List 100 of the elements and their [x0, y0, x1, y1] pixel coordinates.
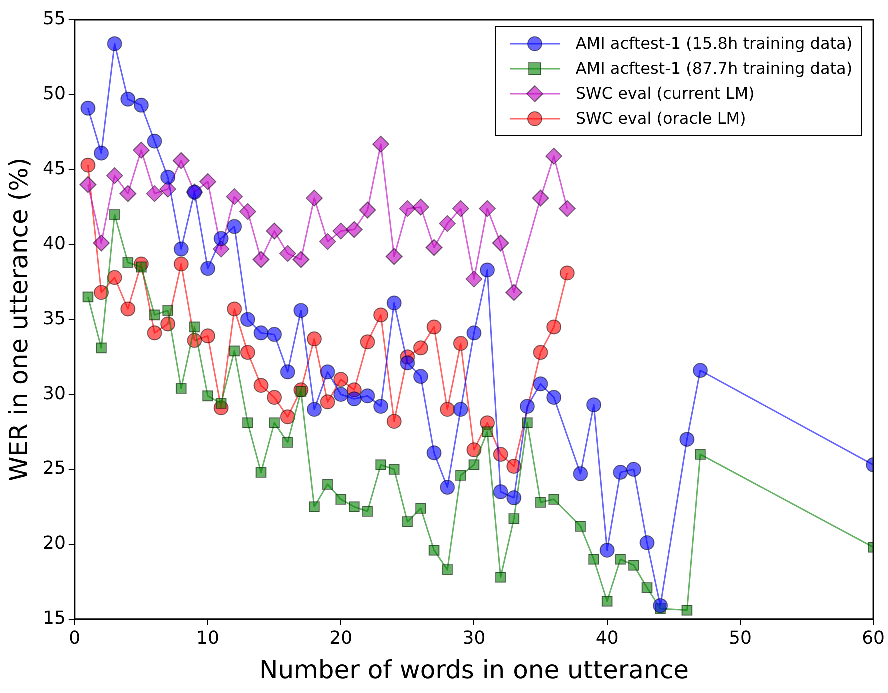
point — [573, 466, 588, 482]
point — [254, 326, 269, 341]
point — [535, 497, 546, 508]
point — [120, 185, 137, 202]
point — [334, 387, 349, 402]
point — [292, 251, 310, 268]
point — [120, 92, 136, 107]
point — [267, 327, 282, 342]
x-tick-label: 0 — [69, 628, 81, 649]
point — [269, 418, 280, 429]
point — [602, 596, 613, 607]
point — [346, 221, 363, 238]
point — [229, 346, 240, 357]
point — [279, 245, 296, 262]
point — [200, 173, 217, 190]
x-tick-label: 60 — [862, 628, 885, 649]
point — [174, 242, 189, 257]
point — [372, 136, 390, 153]
point — [613, 465, 628, 480]
point — [96, 342, 107, 354]
point — [374, 308, 389, 323]
point — [202, 390, 214, 402]
point — [575, 521, 586, 532]
point — [558, 200, 576, 218]
point — [546, 390, 562, 406]
point — [495, 572, 506, 583]
point — [242, 418, 254, 429]
point — [376, 460, 386, 471]
point — [226, 188, 244, 206]
point — [532, 190, 550, 207]
point — [560, 266, 575, 281]
point — [439, 215, 456, 232]
point — [628, 560, 640, 571]
point — [412, 198, 430, 216]
y-tick-label: 45 — [43, 158, 66, 180]
point — [266, 222, 284, 240]
y-tick-label: 15 — [43, 608, 66, 630]
point — [320, 364, 336, 380]
y-tick-label: 20 — [43, 533, 66, 554]
point — [336, 494, 347, 505]
point — [586, 398, 602, 413]
point — [120, 302, 136, 317]
point — [107, 36, 122, 52]
point — [548, 494, 560, 505]
point — [440, 402, 456, 418]
point — [468, 460, 480, 471]
point — [374, 399, 389, 414]
point — [334, 372, 349, 388]
point — [600, 542, 615, 558]
point — [200, 261, 216, 276]
point — [307, 402, 322, 418]
legend-label: SWC eval (current LM) — [576, 84, 755, 103]
point — [332, 222, 350, 240]
point — [227, 219, 242, 234]
legend-label: SWC eval (oracle LM) — [576, 109, 746, 128]
point — [322, 479, 334, 490]
legend-label: AMI acftest-1 (87.7h training data) — [576, 59, 853, 78]
point — [642, 582, 653, 594]
point — [386, 248, 403, 266]
point — [147, 134, 162, 149]
point — [240, 345, 256, 360]
point — [252, 251, 270, 268]
point — [94, 285, 110, 300]
point — [508, 514, 520, 524]
point — [533, 376, 548, 392]
point — [466, 270, 483, 288]
point — [360, 334, 376, 350]
point — [319, 233, 336, 250]
y-tick-label: 40 — [43, 233, 66, 254]
point — [452, 200, 470, 218]
point — [588, 554, 600, 565]
point — [82, 292, 94, 303]
point — [426, 239, 443, 256]
point — [309, 502, 320, 512]
point — [362, 506, 374, 517]
point — [386, 296, 402, 311]
point — [307, 332, 322, 347]
point — [482, 426, 493, 438]
point — [122, 257, 134, 268]
point — [546, 148, 563, 165]
y-tick-label: 35 — [43, 308, 66, 330]
point — [239, 203, 256, 220]
point — [280, 364, 296, 380]
point — [294, 303, 309, 318]
point — [134, 98, 149, 113]
x-tick-label: 40 — [596, 628, 619, 649]
point — [189, 322, 200, 333]
point — [93, 234, 110, 252]
point — [160, 170, 176, 185]
point — [442, 564, 454, 576]
point — [413, 340, 428, 356]
point — [256, 467, 267, 478]
point — [306, 190, 323, 207]
point — [416, 503, 426, 514]
point — [200, 328, 216, 344]
y-axis-title: WER in one utterance (%) — [4, 158, 34, 482]
point — [280, 410, 296, 425]
point — [493, 484, 508, 500]
point — [147, 326, 162, 341]
point — [453, 402, 468, 418]
